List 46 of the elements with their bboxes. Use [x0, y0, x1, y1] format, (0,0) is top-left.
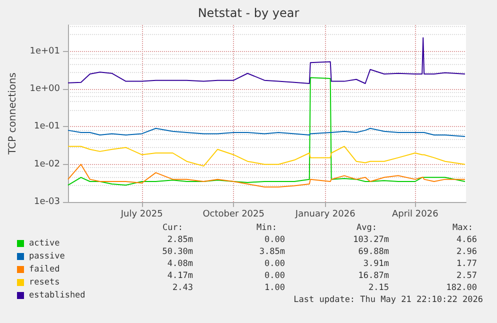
text: 2.43 [172, 283, 193, 293]
text: 50.30m [162, 247, 193, 257]
y-tick-label: 1e+00 [30, 84, 60, 94]
x-tick-label: July 2025 [120, 210, 163, 220]
text: 3.91m [363, 259, 389, 269]
text: 3.85m [259, 247, 285, 257]
legend-label: established [29, 290, 86, 300]
text: 182.00 [446, 283, 477, 293]
legend-label: active [29, 238, 60, 248]
y-tick-label: 1e-03 [34, 197, 60, 207]
text: 69.88m [358, 247, 389, 257]
text: 2.85m [167, 235, 193, 245]
text: Avg: [356, 223, 377, 233]
x-tick-label: October 2025 [202, 210, 264, 220]
chart-title: Netstat - by year [198, 6, 300, 20]
y-tick-label: 1e-02 [34, 159, 60, 170]
text: 4.17m [167, 271, 193, 281]
text: 16.87m [358, 271, 389, 281]
legend-label: passive [29, 252, 65, 262]
text: Min: [256, 223, 277, 233]
text: 4.66 [456, 235, 477, 245]
y-tick-label: 1e+01 [30, 46, 60, 56]
text: 103.27m [353, 235, 389, 245]
x-tick-label: April 2026 [392, 210, 439, 220]
text: 1.77 [456, 259, 477, 269]
y-tick-label: 1e-01 [34, 122, 60, 132]
text: 2.15 [368, 283, 389, 293]
legend-label: failed [29, 264, 60, 274]
text: 0.00 [264, 259, 285, 269]
text: Last update: Thu May 21 22:10:22 2026 [294, 295, 483, 305]
line-series [68, 146, 466, 167]
line-series [68, 128, 466, 137]
line-series [68, 77, 466, 186]
text: 2.57 [456, 271, 477, 281]
x-tick-label: January 2026 [294, 210, 356, 220]
text: Cur: [162, 223, 183, 233]
text: 1.00 [264, 283, 285, 293]
line-series [68, 164, 466, 188]
line-series [68, 37, 466, 84]
text: Max: [452, 223, 473, 233]
text: 2.96 [456, 247, 477, 257]
y-axis-title: TCP connections [8, 72, 18, 156]
text: 0.00 [264, 235, 285, 245]
text: 4.08m [167, 259, 193, 269]
text: 0.00 [264, 271, 285, 281]
legend-label: resets [29, 278, 60, 288]
